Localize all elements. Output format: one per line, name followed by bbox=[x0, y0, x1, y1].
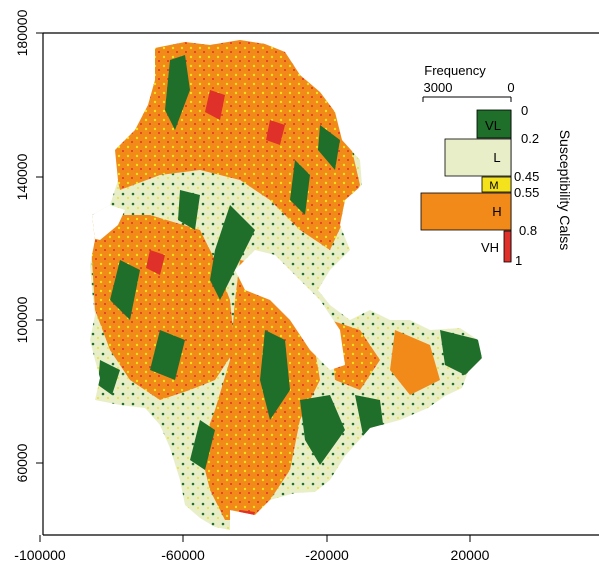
legend-bar-vl bbox=[476, 109, 512, 139]
boundary-label: 0 bbox=[521, 103, 528, 118]
class-bar-vl: VL bbox=[476, 109, 512, 139]
legend-class-label: H bbox=[492, 204, 501, 219]
boundary-label: 0.45 bbox=[514, 169, 539, 184]
legend-bar-m bbox=[481, 176, 512, 193]
y-tick-label: 100000 bbox=[14, 296, 30, 343]
frequency-tick-label: 3000 bbox=[424, 80, 453, 95]
x-tick-label: -20000 bbox=[305, 547, 349, 563]
plot-frame bbox=[42, 32, 599, 536]
y-tick-label: 180000 bbox=[14, 9, 30, 56]
frequency-axis: 3000 0 bbox=[422, 80, 515, 102]
y-axis: 180000 140000 100000 60000 bbox=[14, 9, 43, 482]
legend-class-label: M bbox=[489, 180, 498, 192]
legend-class-label: VL bbox=[485, 118, 501, 133]
legend-bar-l bbox=[444, 138, 512, 177]
x-tick-label: -100000 bbox=[14, 547, 66, 563]
y-tick-label: 140000 bbox=[14, 153, 30, 200]
class-bar-vh: VH bbox=[481, 230, 512, 263]
boundary-labels: 0 0.2 0.45 0.55 0.8 1 bbox=[514, 103, 539, 268]
x-tick-label: 20000 bbox=[451, 547, 490, 563]
legend-class-label: VH bbox=[481, 240, 499, 255]
legend-axis-title: Susceptibility Calss bbox=[557, 130, 573, 251]
boundary-label: 0.55 bbox=[514, 185, 539, 200]
frequency-tick-label: 0 bbox=[507, 80, 514, 95]
boundary-label: 0.8 bbox=[519, 223, 537, 238]
susceptibility-legend: Frequency 3000 0 VL L M H VH bbox=[420, 63, 573, 268]
x-axis: -100000 -60000 -20000 20000 bbox=[14, 535, 490, 563]
x-tick-label: -60000 bbox=[161, 547, 205, 563]
boundary-label: 1 bbox=[515, 253, 522, 268]
study-area bbox=[90, 40, 482, 530]
legend-class-label: L bbox=[493, 150, 500, 165]
class-bar-m: M bbox=[481, 176, 512, 193]
boundary-label: 0.2 bbox=[521, 131, 539, 146]
legend-bar-vh bbox=[503, 230, 512, 263]
y-tick-label: 60000 bbox=[14, 443, 30, 482]
legend-bar-h bbox=[420, 192, 512, 231]
class-bar-l: L bbox=[444, 138, 512, 177]
class-bar-h: H bbox=[420, 192, 512, 231]
frequency-label: Frequency bbox=[424, 63, 486, 78]
